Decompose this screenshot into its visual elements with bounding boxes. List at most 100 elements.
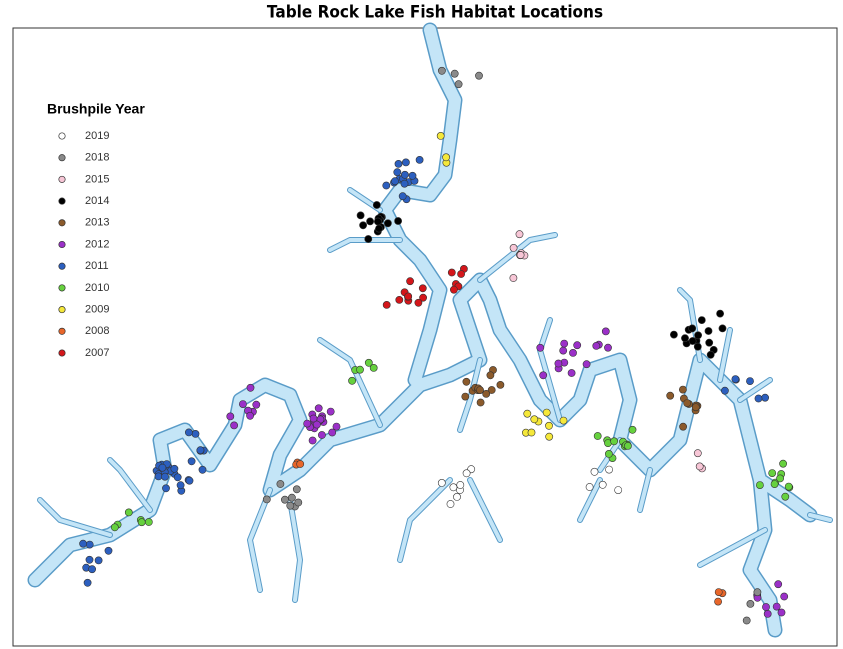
legend-label: 2014 (85, 195, 109, 207)
site-dot (781, 492, 790, 501)
site-dot (161, 472, 169, 481)
site-dot (226, 412, 235, 421)
site-dot (185, 476, 194, 485)
site-dot (375, 224, 383, 233)
site-dot (515, 230, 524, 239)
site-dot (761, 393, 769, 402)
site-dot (559, 416, 568, 425)
site-dot (475, 71, 483, 80)
site-dot (398, 192, 407, 201)
legend-marker (58, 132, 66, 140)
site-dot (372, 201, 381, 209)
site-dot (780, 592, 789, 601)
site-dot (753, 588, 762, 597)
site-dot (383, 219, 392, 228)
site-dot (731, 375, 740, 383)
site-dot (303, 419, 312, 428)
site-dot (198, 465, 207, 474)
site-dot (191, 429, 200, 438)
site-dot (418, 284, 427, 293)
site-dot (554, 359, 563, 368)
site-dot (406, 277, 414, 286)
site-dot (391, 177, 399, 186)
site-dot (393, 168, 402, 177)
site-dot (605, 449, 613, 458)
site-dot (768, 469, 777, 477)
site-dot (545, 432, 554, 441)
site-dot (187, 457, 196, 466)
legend-label: 2018 (85, 152, 109, 164)
site-dot (487, 386, 496, 394)
site-dot (332, 422, 341, 431)
legend: 2019 2018 2015 2014 2013 2012 2011 2010 2009 2008… (58, 130, 109, 359)
site-dot (746, 600, 755, 608)
site-dot (394, 217, 402, 225)
site-dot (714, 588, 723, 596)
site-dot (124, 508, 133, 517)
site-dot (158, 463, 167, 472)
site-dot (679, 422, 687, 431)
site-dot (666, 391, 675, 400)
site-dot (716, 309, 724, 318)
site-dot (110, 523, 119, 532)
site-dot (447, 268, 456, 277)
site-dot (366, 217, 374, 226)
site-dot (356, 211, 365, 220)
site-dot (496, 380, 505, 389)
site-dot (693, 449, 702, 458)
site-dot (437, 66, 446, 75)
site-dot (742, 616, 751, 625)
site-dot (369, 363, 378, 372)
site-dot (252, 400, 261, 409)
site-dot (681, 334, 689, 343)
site-dot (754, 394, 763, 403)
site-dot (509, 243, 518, 252)
site-dot (536, 343, 545, 352)
site-dot (317, 431, 326, 439)
site-dot (461, 392, 470, 401)
site-dot (573, 341, 582, 350)
site-dot (176, 481, 185, 490)
site-dot (196, 446, 205, 455)
site-dot (706, 350, 715, 359)
site-dot (482, 389, 491, 398)
legend-label: 2007 (85, 347, 109, 359)
site-dot (569, 348, 577, 357)
legend-marker (58, 284, 66, 292)
legend-label: 2010 (85, 282, 109, 294)
site-dot (610, 437, 618, 446)
legend-label: 2012 (85, 238, 109, 250)
site-dot (530, 415, 539, 424)
site-dot (593, 432, 602, 440)
site-dot (691, 403, 700, 412)
site-dot (85, 540, 94, 549)
site-dot (714, 597, 722, 606)
site-dot (85, 555, 94, 564)
site-dot (404, 292, 413, 301)
site-dot (296, 460, 305, 468)
site-dot (779, 459, 787, 468)
site-dot (509, 274, 518, 282)
site-dot (246, 383, 255, 392)
site-dot (628, 425, 637, 434)
site-dot (774, 580, 783, 589)
site-dot (173, 473, 182, 482)
legend-label: 2015 (85, 173, 109, 185)
site-dot (697, 316, 706, 324)
site-dot (523, 409, 532, 418)
brushpile-sites (79, 66, 794, 625)
site-dot (137, 518, 146, 527)
site-dot (476, 386, 484, 394)
site-dot (309, 414, 318, 423)
site-dot (437, 478, 446, 487)
site-dot (238, 400, 247, 408)
site-dot (476, 398, 485, 407)
site-dot (776, 474, 784, 483)
site-dot (356, 365, 364, 374)
site-dot (328, 428, 337, 437)
site-dot (364, 235, 373, 243)
site-dot (449, 285, 458, 294)
site-dot (414, 298, 423, 307)
site-dot (364, 358, 373, 367)
